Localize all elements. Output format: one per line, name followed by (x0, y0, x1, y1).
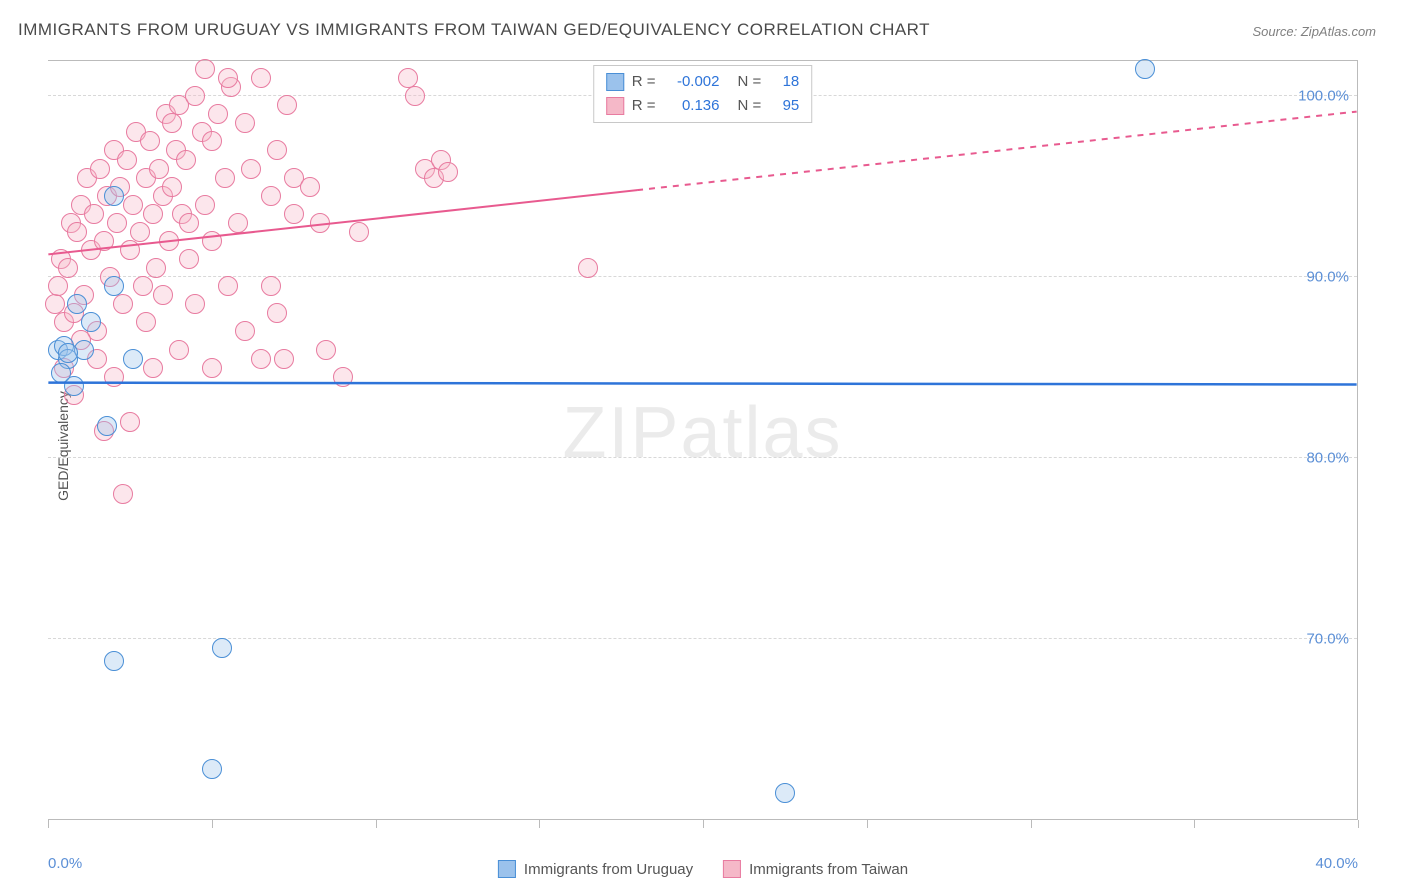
x-tick (212, 820, 213, 828)
correlation-legend: R = -0.002 N = 18 R = 0.136 N = 95 (593, 65, 813, 123)
n-label: N = (738, 94, 762, 118)
swatch-taiwan (606, 97, 624, 115)
r-value-uruguay: -0.002 (664, 70, 720, 94)
r-label: R = (632, 70, 656, 94)
x-tick (1194, 820, 1195, 828)
x-tick (1031, 820, 1032, 828)
n-value-uruguay: 18 (769, 70, 799, 94)
legend-label-uruguay: Immigrants from Uruguay (524, 861, 693, 878)
legend-row-uruguay: R = -0.002 N = 18 (606, 70, 800, 94)
swatch-uruguay-bottom (498, 860, 516, 878)
n-label: N = (738, 70, 762, 94)
x-label-min: 0.0% (48, 855, 82, 872)
x-tick (539, 820, 540, 828)
x-tick (376, 820, 377, 828)
x-tick (703, 820, 704, 828)
x-label-max: 40.0% (1315, 855, 1358, 872)
legend-row-taiwan: R = 0.136 N = 95 (606, 94, 800, 118)
swatch-uruguay (606, 73, 624, 91)
r-label: R = (632, 94, 656, 118)
source-attribution: Source: ZipAtlas.com (1252, 24, 1376, 39)
series-legend: Immigrants from Uruguay Immigrants from … (498, 860, 908, 878)
scatter-plot: ZIPatlas R = -0.002 N = 18 R = 0.136 N =… (48, 60, 1358, 820)
chart-title: IMMIGRANTS FROM URUGUAY VS IMMIGRANTS FR… (18, 20, 930, 40)
legend-label-taiwan: Immigrants from Taiwan (749, 861, 908, 878)
x-tick (1358, 820, 1359, 828)
x-tick (48, 820, 49, 828)
legend-item-uruguay: Immigrants from Uruguay (498, 860, 693, 878)
x-tick (867, 820, 868, 828)
swatch-taiwan-bottom (723, 860, 741, 878)
r-value-taiwan: 0.136 (664, 94, 720, 118)
n-value-taiwan: 95 (769, 94, 799, 118)
legend-item-taiwan: Immigrants from Taiwan (723, 860, 908, 878)
trend-lines (48, 61, 1357, 820)
